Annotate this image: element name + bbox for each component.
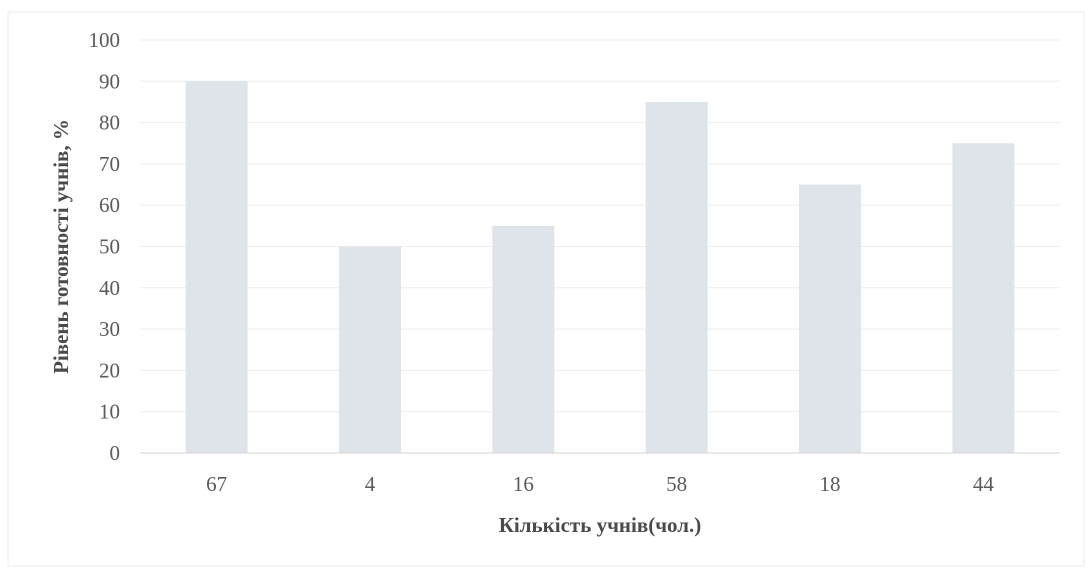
gridlines (140, 39, 1060, 413)
bar (339, 246, 401, 453)
x-axis-title: Кількість учнів(чол.) (499, 513, 702, 537)
y-tick-label: 40 (99, 276, 120, 300)
y-tick-label: 60 (99, 193, 120, 217)
y-tick-label: 20 (99, 358, 120, 382)
x-tick-label: 16 (513, 472, 534, 496)
x-tick-label: 44 (973, 472, 995, 496)
x-tick-labels: 67 4 16 58 18 44 (206, 472, 994, 496)
bar (185, 81, 248, 454)
x-tick-label: 58 (666, 472, 687, 496)
bars (185, 81, 1015, 454)
y-tick-labels: 0 10 20 30 40 50 60 70 80 90 100 (89, 28, 121, 465)
y-tick-label: 70 (99, 152, 120, 176)
bar (952, 143, 1015, 453)
bar (799, 184, 861, 454)
x-tick-label: 67 (206, 472, 227, 496)
y-tick-label: 50 (99, 235, 120, 259)
bar (492, 225, 555, 453)
y-tick-label: 80 (99, 111, 120, 135)
y-tick-label: 100 (89, 28, 121, 52)
x-tick-label: 18 (820, 472, 841, 496)
y-tick-label: 30 (99, 317, 120, 341)
x-tick-label: 4 (365, 472, 376, 496)
y-axis-title: Рівень готовності учнів, % (49, 119, 73, 374)
bar (645, 101, 708, 453)
y-tick-label: 90 (99, 69, 120, 93)
y-tick-label: 0 (110, 441, 121, 465)
y-tick-label: 10 (99, 400, 120, 424)
